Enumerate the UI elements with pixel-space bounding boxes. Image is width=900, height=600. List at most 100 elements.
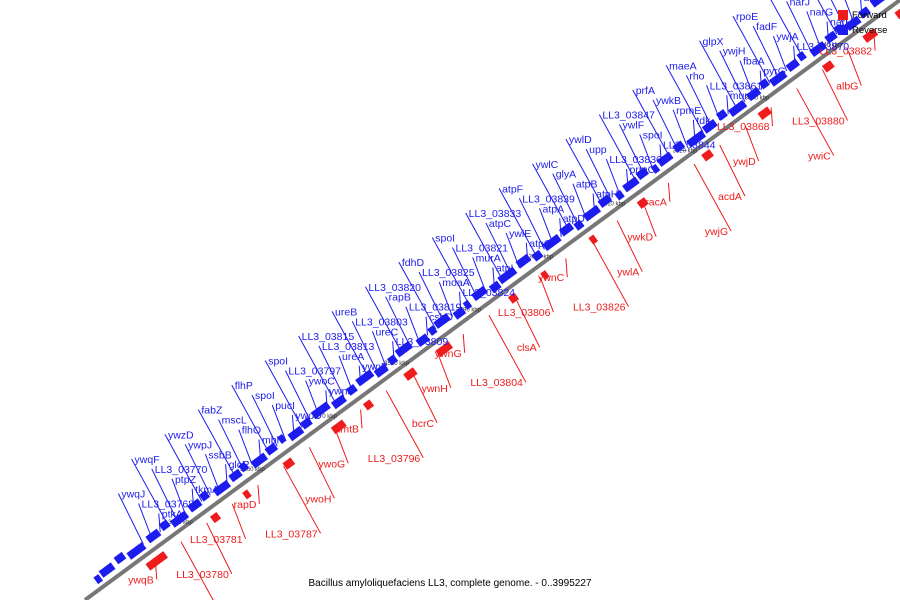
forward-gene-label: LL3_03826	[573, 302, 626, 314]
reverse-gene-label: LL3_03839	[522, 193, 575, 205]
reverse-gene-block	[250, 452, 269, 469]
tick-label: 3570 kbp	[312, 414, 337, 420]
reverse-leader	[171, 478, 186, 514]
reverse-gene-label: pucI	[275, 400, 295, 412]
reverse-gene-label: spoI	[268, 356, 288, 368]
reverse-gene-label: LL3_03819	[409, 302, 462, 314]
forward-leader	[257, 485, 260, 504]
forward-gene-label: ywlA	[617, 267, 639, 279]
reverse-gene-label: ptkA	[162, 508, 183, 520]
reverse-gene-label: ptpZ	[175, 474, 197, 486]
reverse-gene-block	[672, 140, 686, 153]
forward-gene-block	[145, 551, 168, 571]
reverse-gene-block	[488, 280, 502, 294]
reverse-leader	[191, 488, 195, 508]
reverse-leader	[197, 409, 236, 478]
reverse-leader	[605, 158, 621, 195]
reverse-gene-label: LL3_03824	[462, 287, 515, 299]
forward-gene-label: ywoG	[318, 458, 345, 470]
reverse-leader	[598, 114, 637, 182]
reverse-leader	[559, 218, 562, 238]
reverse-gene-block	[824, 30, 838, 44]
reverse-gene-label: maeA	[669, 60, 696, 72]
reverse-gene-label: ureA	[342, 351, 364, 363]
forward-leader	[308, 447, 335, 499]
tick-label: 3580 kbp	[384, 361, 409, 367]
forward-gene-label: LL3_03787	[265, 528, 318, 540]
reverse-leader	[565, 138, 604, 207]
forward-leader	[206, 522, 233, 575]
reverse-gene-label: ywqF	[135, 454, 160, 466]
reverse-gene-block	[169, 510, 190, 528]
reverse-leader	[505, 232, 520, 268]
reverse-gene-label: LL3_03803	[355, 316, 408, 328]
reverse-leader	[264, 360, 303, 428]
reverse-gene-block	[427, 325, 438, 336]
forward-gene-block	[821, 60, 835, 73]
reverse-leader	[632, 89, 671, 158]
reverse-leader	[305, 380, 320, 416]
forward-leader	[360, 409, 363, 429]
reverse-leader	[525, 242, 529, 262]
reverse-leader	[158, 513, 161, 533]
reverse-gene-label: glyA	[556, 169, 576, 181]
reverse-leader	[592, 193, 596, 213]
legend-reverse: Reverse	[838, 24, 887, 36]
reverse-leader	[518, 198, 545, 250]
reverse-gene-label: ywnB	[362, 361, 388, 373]
reverse-gene-label: glcR	[229, 459, 250, 471]
reverse-leader	[659, 144, 662, 164]
forward-leader	[488, 314, 527, 383]
reverse-leader	[585, 148, 612, 201]
forward-leader	[719, 144, 746, 197]
reverse-leader	[752, 25, 779, 78]
forward-gene-label: LL3_03804	[470, 377, 523, 389]
reverse-leader	[860, 0, 863, 16]
forward-leader	[334, 428, 349, 464]
reverse-leader	[238, 429, 253, 465]
forward-gene-label: rapD	[234, 499, 257, 511]
reverse-gene-label: LL3_03768	[142, 498, 195, 510]
reverse-gene-label: LL3_03833	[469, 208, 522, 220]
forward-gene-label: amtB	[335, 423, 360, 435]
forward-gene-block	[330, 419, 347, 435]
reverse-gene-label: ureC	[375, 326, 398, 338]
reverse-gene-block	[287, 425, 305, 442]
reverse-gene-label: atpD	[563, 213, 586, 225]
reverse-gene-block	[558, 222, 575, 237]
forward-gene-label: ywqB	[128, 574, 154, 586]
reverse-leader	[699, 40, 738, 109]
reverse-gene-block	[113, 551, 127, 565]
genome-caption: Bacillus amyloliquefaciens LL3, complete…	[308, 578, 592, 589]
reverse-leader	[218, 419, 245, 471]
reverse-gene-block	[746, 86, 762, 102]
forward-gene-block	[862, 28, 879, 43]
forward-gene-block	[540, 270, 550, 281]
reverse-gene-block	[386, 354, 399, 366]
reverse-leader	[251, 394, 278, 447]
forward-swatch	[838, 10, 848, 20]
forward-gene-label: ywkD	[627, 232, 653, 244]
reverse-gene-label: LL3_03820	[368, 282, 421, 294]
reverse-leader	[772, 35, 788, 72]
reverse-leader	[485, 222, 512, 275]
forward-gene-label: ywjG	[705, 226, 728, 238]
reverse-gene-block	[769, 70, 788, 87]
reverse-gene-block	[809, 41, 827, 58]
tick-label: 3640 kbp	[817, 42, 842, 48]
forward-gene-label: LL3_03781	[190, 534, 243, 546]
reverse-gene-label: atpH	[596, 189, 618, 201]
forward-gene-label: ywnH	[422, 383, 448, 395]
reverse-gene-block	[394, 340, 414, 358]
forward-gene-label: ywnC	[538, 272, 565, 284]
forward-leader	[847, 50, 862, 86]
forward-gene-label: ywiC	[808, 151, 831, 163]
reverse-leader	[458, 291, 462, 311]
forward-leader	[744, 126, 760, 162]
forward-leader	[873, 31, 876, 51]
reverse-leader	[826, 21, 829, 41]
forward-gene-block	[435, 341, 454, 358]
reverse-swatch	[838, 25, 848, 35]
reverse-gene-block	[158, 519, 171, 532]
reverse-gene-block	[622, 176, 640, 193]
